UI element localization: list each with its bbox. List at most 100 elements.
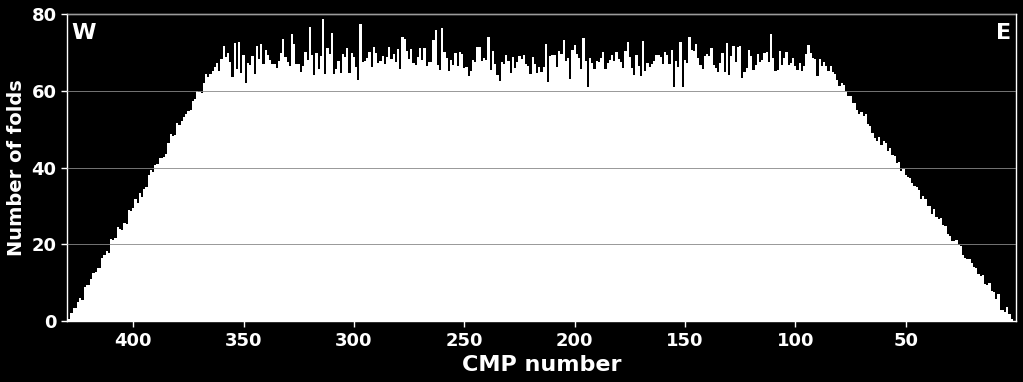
Bar [786, 52, 788, 321]
Bar [439, 70, 441, 321]
Bar [574, 45, 576, 321]
Bar [997, 294, 999, 321]
Bar [136, 203, 139, 321]
Bar [679, 42, 681, 321]
Bar [463, 68, 465, 321]
Bar [999, 310, 1002, 321]
Bar [512, 57, 514, 321]
Bar [284, 57, 286, 321]
Bar [639, 76, 642, 321]
Bar [684, 60, 686, 321]
Bar [626, 42, 629, 321]
Bar [84, 287, 86, 321]
Bar [776, 70, 779, 321]
X-axis label: CMP number: CMP number [461, 355, 621, 375]
Bar [633, 75, 635, 321]
Bar [344, 57, 346, 321]
Bar [757, 54, 759, 321]
Bar [296, 64, 298, 321]
Bar [931, 214, 933, 321]
Bar [980, 276, 982, 321]
Bar [107, 253, 110, 321]
Bar [1007, 307, 1009, 321]
Bar [79, 298, 82, 321]
Bar [181, 121, 183, 321]
Bar [252, 56, 254, 321]
Bar [304, 52, 307, 321]
Bar [538, 68, 540, 321]
Bar [216, 63, 218, 321]
Bar [781, 65, 784, 321]
Bar [1004, 312, 1007, 321]
Bar [498, 81, 500, 321]
Bar [410, 49, 412, 321]
Bar [370, 67, 372, 321]
Bar [730, 56, 732, 321]
Bar [697, 58, 700, 321]
Bar [700, 65, 702, 321]
Bar [115, 238, 117, 321]
Bar [525, 64, 527, 321]
Bar [517, 62, 519, 321]
Bar [816, 76, 818, 321]
Bar [611, 55, 613, 321]
Bar [494, 64, 496, 321]
Text: W: W [72, 23, 96, 43]
Bar [671, 50, 673, 321]
Bar [834, 74, 836, 321]
Bar [519, 56, 521, 321]
Bar [534, 64, 536, 321]
Bar [349, 73, 351, 321]
Bar [377, 63, 380, 321]
Bar [351, 53, 353, 321]
Bar [893, 155, 896, 321]
Bar [772, 58, 774, 321]
Bar [881, 145, 883, 321]
Bar [864, 114, 868, 321]
Bar [505, 55, 507, 321]
Bar [635, 55, 637, 321]
Bar [509, 73, 512, 321]
Bar [254, 74, 256, 321]
Bar [986, 285, 988, 321]
Bar [591, 63, 593, 321]
Bar [117, 227, 119, 321]
Bar [1011, 319, 1013, 321]
Bar [902, 169, 904, 321]
Bar [220, 59, 223, 321]
Bar [406, 51, 408, 321]
Bar [547, 81, 549, 321]
Bar [338, 61, 340, 321]
Bar [75, 308, 77, 321]
Bar [849, 96, 851, 321]
Bar [843, 85, 845, 321]
Bar [693, 52, 695, 321]
Bar [874, 138, 876, 321]
Bar [412, 63, 414, 321]
Bar [681, 87, 684, 321]
Bar [686, 63, 688, 321]
Bar [288, 66, 292, 321]
Bar [424, 48, 426, 321]
Bar [559, 51, 561, 321]
Bar [134, 199, 136, 321]
Bar [717, 72, 719, 321]
Bar [426, 66, 428, 321]
Bar [662, 64, 664, 321]
Bar [975, 268, 977, 321]
Bar [858, 114, 860, 321]
Bar [647, 63, 649, 321]
Text: E: E [996, 23, 1012, 43]
Bar [933, 209, 935, 321]
Bar [149, 170, 152, 321]
Bar [748, 50, 750, 321]
Bar [143, 189, 145, 321]
Bar [280, 52, 282, 321]
Bar [490, 70, 492, 321]
Bar [126, 225, 128, 321]
Bar [456, 66, 458, 321]
Bar [555, 67, 559, 321]
Bar [326, 48, 328, 321]
Bar [578, 58, 580, 321]
Bar [185, 114, 187, 321]
